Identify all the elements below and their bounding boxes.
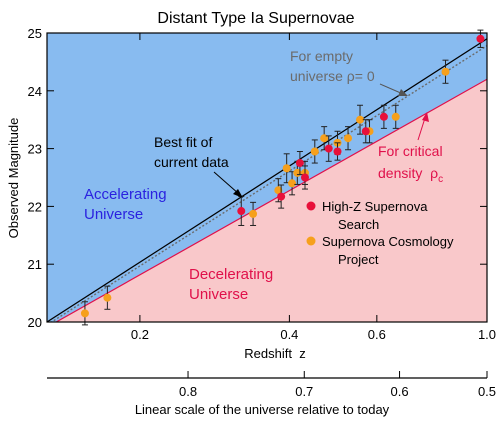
empty-arrow [379, 83, 404, 95]
data-marker [295, 159, 304, 168]
data-marker [80, 309, 89, 318]
data-marker [441, 67, 450, 76]
empty-universe-label: For empty universe ρ= 0 [290, 48, 375, 84]
y-axis-label: Observed Magnitude [6, 118, 21, 239]
y-tick-label: 22 [28, 199, 42, 214]
point-scp-2 [103, 285, 112, 310]
decelerating-label: Decelerating Universe [189, 266, 277, 303]
point-highz-1 [237, 196, 246, 226]
plot-frame [46, 32, 488, 323]
y-tick-label: 24 [28, 84, 42, 99]
point-scp-13 [356, 104, 365, 135]
point-scp-3 [249, 201, 258, 226]
point-scp-16 [441, 59, 450, 84]
legend-label-scp: Supernova Cosmology Project [322, 234, 457, 267]
data-marker [288, 179, 297, 188]
data-marker [379, 112, 388, 121]
point-scp-9 [310, 139, 319, 164]
point-scp-6 [288, 171, 297, 196]
point-scp-5 [282, 153, 291, 184]
critical-arrowhead [422, 112, 429, 122]
chart-title: Distant Type Ia Supernovae [157, 10, 354, 27]
data-marker [103, 293, 112, 302]
y-tick-label: 25 [28, 26, 42, 41]
best-fit-arrow [213, 171, 240, 195]
point-highz-3 [295, 150, 304, 176]
data-marker [300, 173, 309, 182]
legend: High-Z Supernova Search Supernova Cosmol… [306, 199, 457, 267]
x-tick-label: 1.0 [478, 327, 496, 342]
x-tick-label: 0.2 [131, 327, 149, 342]
point-highz-9 [476, 29, 485, 48]
data-marker [277, 192, 286, 201]
data-marker [333, 147, 342, 156]
point-highz-4 [300, 165, 309, 190]
point-scp-12 [344, 126, 353, 151]
data-marker [356, 115, 365, 124]
accelerating-label: Accelerating Universe [84, 186, 171, 223]
y-tick-label: 21 [28, 257, 42, 272]
point-highz-6 [333, 142, 342, 161]
empty-universe-line [50, 45, 487, 322]
critical-density-label: For critical density ρc [378, 143, 446, 185]
best-fit-arrowhead [233, 189, 243, 198]
data-marker [324, 144, 333, 153]
data-marker [249, 209, 258, 218]
secondary-tick-label: 0.8 [179, 384, 197, 399]
x-tick-label: 0.6 [368, 327, 386, 342]
point-highz-8 [379, 104, 388, 129]
data-marker [237, 207, 246, 216]
legend-marker-scp [306, 236, 316, 246]
empty-arrowhead [398, 89, 408, 96]
decelerating-region [47, 79, 487, 322]
critical-arrow [417, 117, 426, 141]
secondary-tick-label: 0.6 [391, 384, 409, 399]
y-tick-label: 20 [28, 315, 42, 330]
legend-label-highz: High-Z Supernova Search [322, 199, 431, 232]
secondary-tick-label: 0.7 [295, 384, 313, 399]
critical-density-line [55, 78, 487, 322]
best-fit-label: Best fit of current data [154, 134, 229, 170]
data-marker [476, 34, 485, 43]
data-marker [361, 127, 370, 136]
y-tick-label: 23 [28, 142, 42, 157]
point-highz-7 [361, 119, 370, 144]
point-highz-2 [277, 184, 286, 209]
point-highz-5 [324, 135, 333, 162]
x-tick-label: 0.4 [280, 327, 298, 342]
point-scp-1 [80, 301, 89, 326]
data-marker [310, 147, 319, 156]
best-fit-line [47, 38, 487, 322]
data-marker [391, 112, 400, 121]
data-marker [274, 186, 283, 195]
data-marker [282, 164, 291, 173]
legend-marker-highz [306, 201, 316, 211]
x-axis-label: Redshift z [244, 346, 305, 361]
secondary-tick-label: 0.5 [478, 384, 496, 399]
data-marker [344, 134, 353, 143]
secondary-axis-label: Linear scale of the universe relative to… [135, 402, 390, 417]
point-scp-15 [391, 104, 400, 129]
